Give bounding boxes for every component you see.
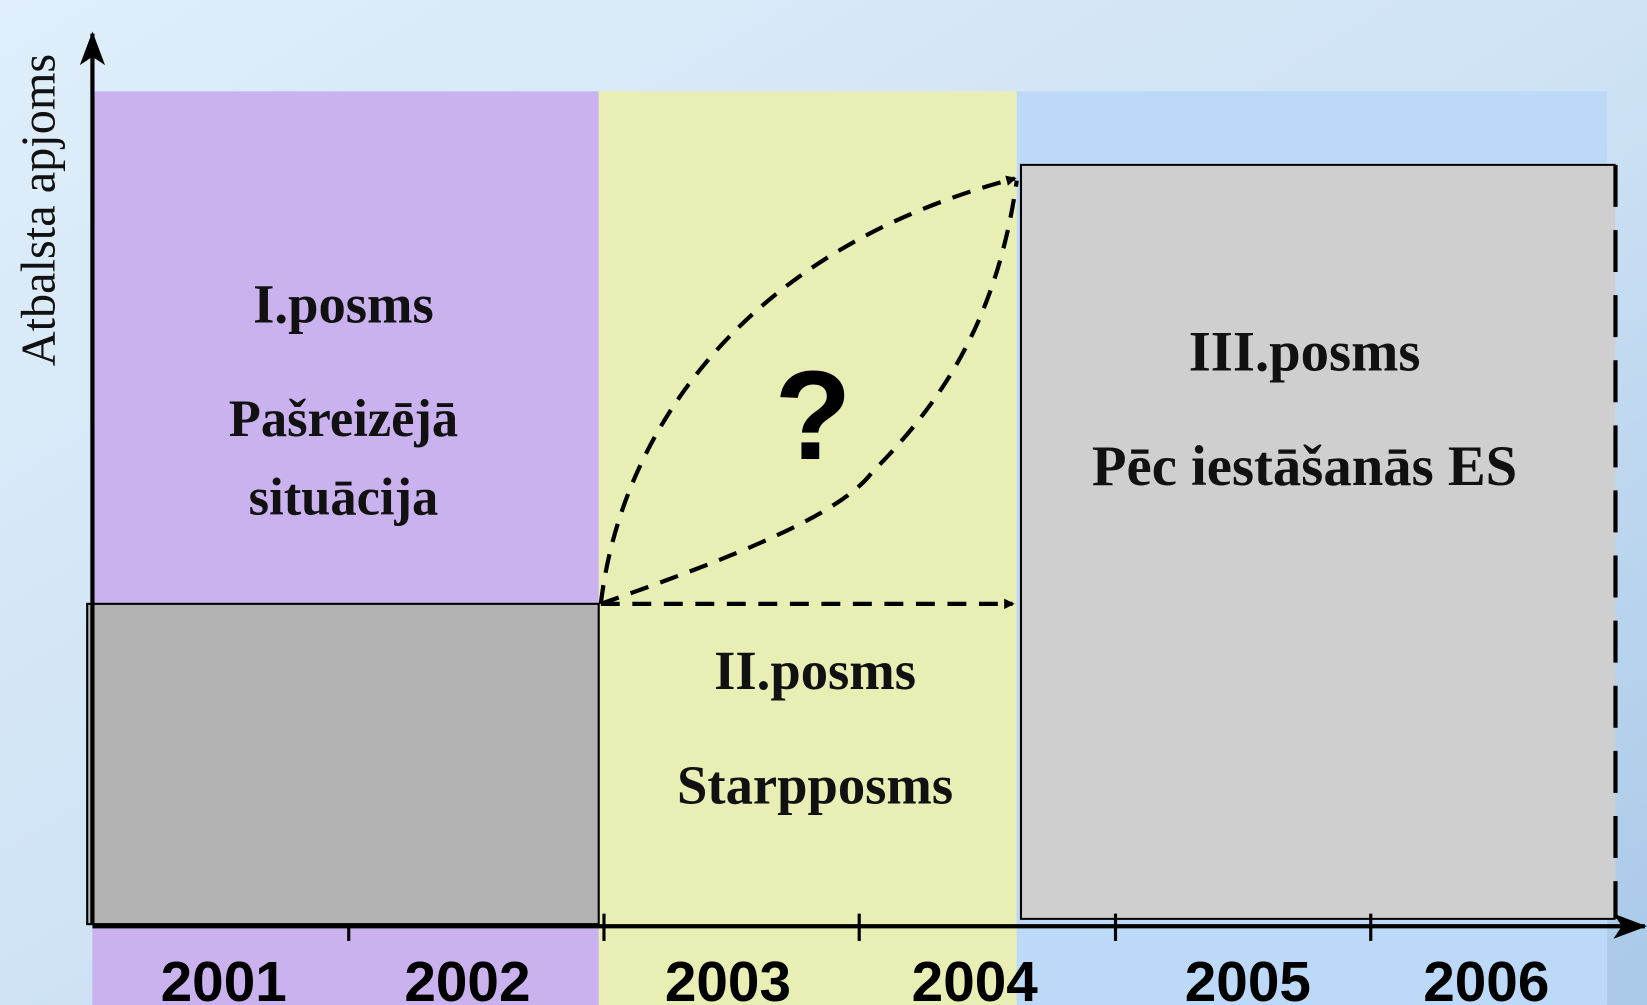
diagram: Atbalsta apjoms I.posms Pašreizējā situā… — [0, 0, 1647, 1005]
year-label: 2004 — [912, 951, 1039, 1005]
year-label: 2005 — [1185, 951, 1311, 1005]
year-label: 2001 — [161, 951, 287, 1005]
phase-title: III.posms — [1189, 321, 1421, 384]
phase-1-box — [87, 604, 599, 924]
phase-3-box — [1021, 165, 1616, 919]
phase-title: II.posms — [714, 640, 916, 701]
phase-subtitle: Pēc iestāšanās ES — [1092, 435, 1517, 498]
phase-title: I.posms — [253, 273, 434, 334]
phase-subtitle: Starpposms — [677, 754, 953, 815]
year-label: 2006 — [1423, 951, 1549, 1005]
phase-subtitle: Pašreizējā — [229, 390, 458, 448]
year-label: 2002 — [404, 951, 530, 1005]
phase-subtitle: situācija — [249, 469, 439, 527]
y-axis-label: Atbalsta apjoms — [13, 54, 66, 367]
question-mark: ? — [774, 345, 851, 486]
year-label: 2003 — [665, 951, 791, 1005]
phase-2-band — [599, 91, 1017, 1005]
page: Atbalsta apjoms I.posms Pašreizējā situā… — [0, 0, 1647, 1005]
